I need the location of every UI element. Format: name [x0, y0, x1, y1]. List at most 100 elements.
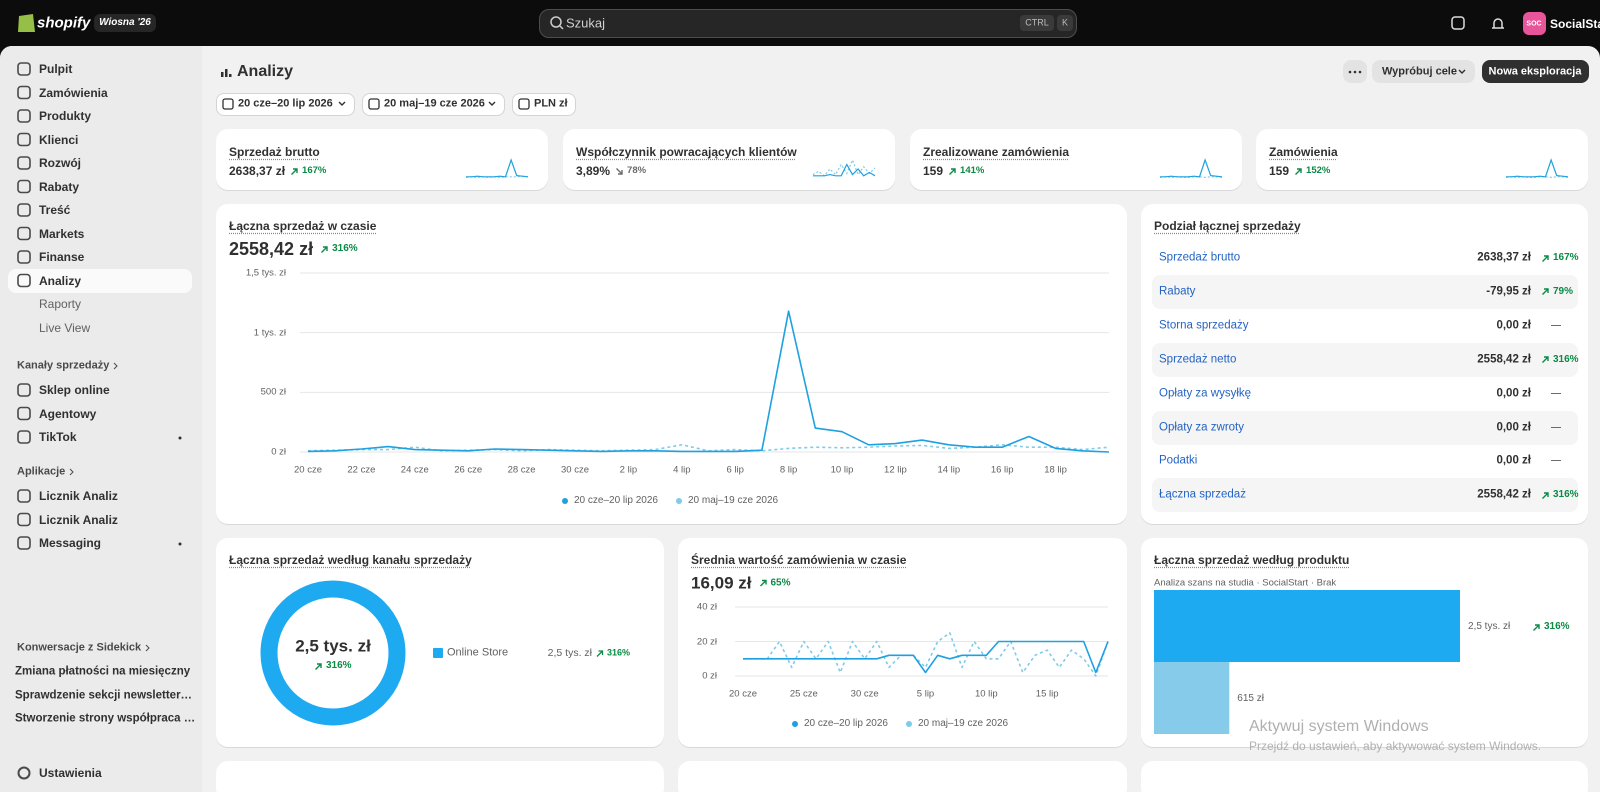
row-change: 316%: [1541, 490, 1579, 500]
bar-label: 2,5 tys. zł: [1468, 621, 1511, 632]
nav-section[interactable]: Kanały sprzedaży: [17, 359, 110, 372]
x-tick-label: 20 cze: [294, 464, 322, 476]
watermark-text: Przejdź do ustawień, aby aktywować syste…: [1249, 739, 1542, 753]
legend-label[interactable]: Online Store: [447, 646, 509, 659]
nav-item[interactable]: Analizy: [39, 273, 82, 288]
nav-item[interactable]: Markets: [39, 226, 85, 241]
row-value: 0,00 zł: [1496, 420, 1531, 433]
nav-item[interactable]: Licznik Analiz: [39, 512, 118, 527]
nav-icon: [17, 85, 31, 100]
avatar-text: SOC: [1526, 20, 1542, 28]
search-icon-handle: [559, 25, 564, 30]
change-value: 316%: [1553, 489, 1579, 501]
nav-item[interactable]: Rozwój: [39, 156, 81, 170]
row-label[interactable]: Sprzedaż brutto: [1159, 251, 1241, 264]
card-title: Średnia wartość zamówienia w czasie: [691, 553, 907, 567]
nav-section[interactable]: Aplikacje: [17, 465, 66, 478]
trend-arrow: [596, 649, 604, 657]
trend-icon: [1533, 623, 1540, 631]
nav-item[interactable]: Pulpit: [39, 62, 73, 76]
badge-text: Wiosna '26: [99, 17, 151, 28]
nav-item[interactable]: Produkty: [39, 109, 92, 123]
kpi-label[interactable]: Sprzedaż brutto: [229, 145, 320, 159]
filter-button[interactable]: [362, 93, 505, 116]
new-exploration-button[interactable]: [1482, 60, 1589, 83]
x-tick-label: 14 lip: [937, 464, 961, 476]
nav-item[interactable]: Rabaty: [39, 179, 80, 194]
chevron: [69, 468, 74, 476]
goals-button[interactable]: [1372, 60, 1475, 83]
kpi-value-row: 3,89% 78%: [576, 165, 646, 177]
bar: [1154, 590, 1460, 662]
nav-item[interactable]: Finanse: [39, 250, 85, 264]
card: [216, 761, 664, 792]
shopify-logo: [18, 14, 35, 32]
nav-item[interactable]: Agentowy: [39, 406, 97, 421]
row-label[interactable]: Sprzedaż netto: [1159, 352, 1237, 365]
sparkline: [812, 158, 876, 177]
card-title: Łączna sprzedaż w czasie: [229, 219, 377, 233]
sidekick-item[interactable]: Stworzenie strony współpraca …: [15, 712, 196, 725]
card: [678, 761, 1127, 792]
nav-active: [8, 268, 192, 293]
avatar[interactable]: [1523, 12, 1546, 35]
kpi-label[interactable]: Zamówienia: [1269, 145, 1338, 159]
badge: [94, 14, 156, 32]
page-icon: [225, 69, 228, 77]
change-value: 167%: [1553, 252, 1579, 263]
nav-item[interactable]: Licznik Analiz: [39, 489, 118, 503]
key-chip: [1057, 15, 1073, 31]
row-label[interactable]: Rabaty: [1159, 285, 1196, 298]
nav-item[interactable]: TikTok: [39, 430, 77, 444]
legend-label[interactable]: 20 maj–19 cze 2026: [688, 495, 779, 506]
x-tick-label: 4 lip: [673, 464, 691, 476]
series-line: [743, 632, 1109, 677]
kpi-label[interactable]: Współczynnik powracających klientów: [576, 145, 797, 159]
change-value: —: [1551, 421, 1561, 433]
card-title: Łączna sprzedaż według produktu: [1154, 553, 1350, 567]
legend-label[interactable]: 20 cze–20 lip 2026: [804, 718, 888, 729]
nav-icon: [17, 179, 31, 194]
nav-subitem[interactable]: Raporty: [39, 297, 82, 311]
trend-icon: [315, 662, 322, 670]
nav-item[interactable]: Messaging: [39, 536, 102, 550]
card: [1141, 761, 1588, 792]
trend-arrow: [1542, 356, 1549, 364]
sidekick-item[interactable]: Sprawdzenie sekcji newsletter…: [15, 688, 193, 701]
change-value: 79%: [1553, 285, 1574, 297]
nav-item[interactable]: Sklep online: [39, 383, 110, 397]
legend-label[interactable]: 20 cze–20 lip 2026: [574, 495, 658, 506]
row-label[interactable]: Łączna sprzedaż: [1159, 488, 1246, 501]
x-tick-label: 24 cze: [400, 464, 429, 476]
kpi-label[interactable]: Zrealizowane zamówienia: [923, 145, 1070, 159]
row-label[interactable]: Opłaty za wysyłkę: [1159, 386, 1252, 399]
card: [563, 129, 895, 190]
nav-subitem[interactable]: Live View: [39, 320, 91, 335]
nav-icon: [17, 156, 31, 170]
key: CTRL: [1025, 17, 1049, 28]
row-label[interactable]: Opłaty za zwroty: [1159, 420, 1244, 433]
x-tick-label: 18 lip: [1044, 464, 1067, 476]
card: [1256, 129, 1588, 190]
card-subtitle: Analiza szans na studia · SocialStart · …: [1154, 577, 1337, 589]
row-stripe: [1152, 342, 1578, 377]
nav-section[interactable]: Konwersacje z Sidekick: [17, 641, 142, 654]
search-box[interactable]: [539, 9, 1077, 38]
legend-label[interactable]: 20 maj–19 cze 2026: [918, 718, 1009, 729]
trend-icon: [1542, 492, 1549, 499]
store-name: SocialStart: [1550, 17, 1600, 31]
row-label[interactable]: Podatki: [1159, 454, 1198, 467]
nav-item[interactable]: Treść: [39, 203, 71, 217]
donut-segment: [260, 580, 406, 726]
row-change: —: [1551, 421, 1561, 433]
sidekick-item[interactable]: Zmiana płatności na miesięczny: [15, 665, 191, 678]
row-label[interactable]: Storna sprzedaży: [1159, 319, 1249, 332]
trend-arrow: [949, 167, 956, 175]
nav-item[interactable]: Klienci: [39, 132, 79, 147]
change-value: 316%: [1544, 621, 1570, 632]
x-tick-label: 15 lip: [1035, 688, 1059, 700]
nav-item[interactable]: Ustawienia: [39, 766, 102, 780]
filter-button[interactable]: [216, 93, 355, 116]
sparkline: [1506, 158, 1569, 178]
nav-item[interactable]: Zamówienia: [39, 85, 108, 100]
